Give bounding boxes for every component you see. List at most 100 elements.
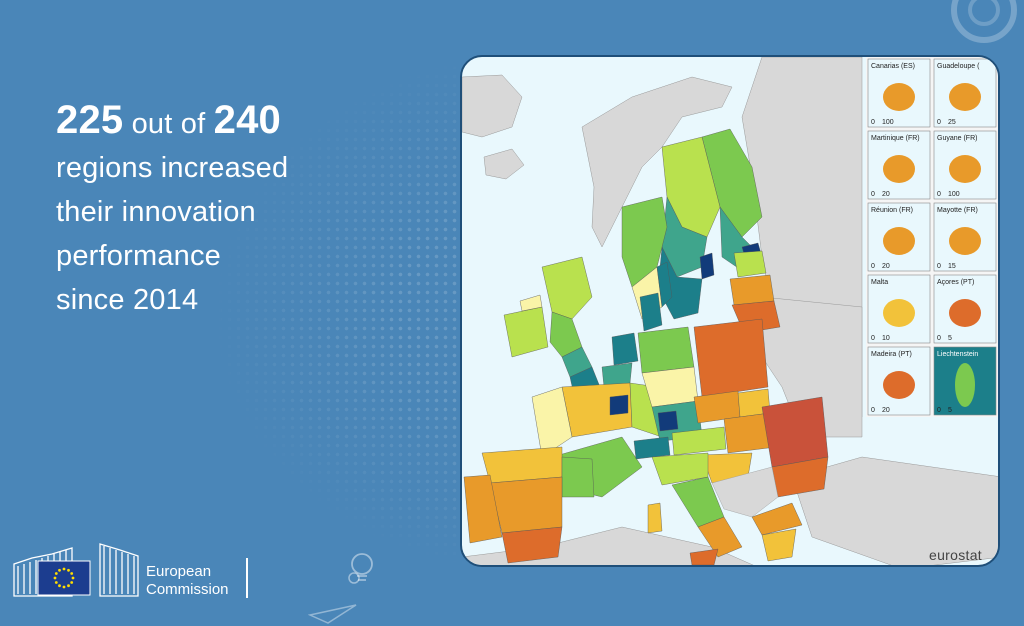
region-germany-north	[637, 326, 695, 374]
inset-scale-min: 0	[937, 335, 941, 342]
inset-martinique-fr: Martinique (FR) 0 20	[867, 130, 931, 200]
region-germany-central	[641, 366, 699, 408]
inset-guyane-fr: Guyane (FR) 0 100	[933, 130, 997, 200]
inset-scale-max: 5	[948, 407, 952, 414]
inset-liechtenstein: Liechtenstein 0 5	[933, 346, 997, 416]
regions-increased-count: 225	[56, 98, 124, 142]
inset-scale-min: 0	[871, 191, 875, 198]
region-poland	[693, 318, 769, 398]
inset-region-shape	[949, 83, 981, 111]
inset-label: Liechtenstein	[937, 351, 978, 358]
region-spain-central	[489, 476, 563, 534]
inset-scale-max: 15	[948, 263, 956, 270]
logo-divider	[246, 558, 248, 598]
inset-label: Malta	[871, 279, 888, 286]
european-commission-logo	[13, 543, 139, 597]
region-norway-oslo	[656, 261, 673, 308]
region-stockholm	[699, 252, 715, 280]
headline: 225 out of 240 regions increased their i…	[56, 98, 396, 322]
region-scotland	[541, 256, 593, 320]
inset-scale-max: 10	[882, 335, 890, 342]
region-romania	[761, 396, 829, 468]
inset-r-union-fr: Réunion (FR) 0 20	[867, 202, 931, 272]
region-latvia	[729, 274, 775, 306]
inset-scale-max: 100	[948, 191, 960, 198]
inset-scale-max: 100	[882, 119, 894, 126]
inset-region-shape	[949, 299, 981, 327]
europe-region-map: Canarias (ES) 0 100 Guadeloupe (0 25 Martiniq…	[460, 55, 1000, 567]
inset-scale-min: 0	[871, 119, 875, 126]
inset-label: Açores (PT)	[937, 279, 974, 286]
inset-label: Réunion (FR)	[871, 207, 913, 214]
inset-guadeloupe: Guadeloupe ( 0 25	[933, 58, 997, 128]
inset-region-shape	[883, 299, 915, 327]
region-sicily	[689, 548, 719, 565]
region-estonia	[733, 250, 767, 278]
region-austria	[671, 426, 727, 456]
turkey-land	[791, 456, 998, 565]
inset-label: Madeira (PT)	[871, 351, 912, 358]
greenland-iceland-land	[462, 74, 523, 138]
european-commission-wordmark: European Commission	[146, 563, 229, 599]
decorative-circles	[951, 0, 1017, 43]
inset-region-shape	[883, 371, 915, 399]
region-northern-ireland	[519, 294, 543, 312]
inset-scale-min: 0	[871, 407, 875, 414]
region-denmark	[639, 292, 663, 332]
region-france-west	[531, 386, 573, 458]
inset-scale-min: 0	[937, 119, 941, 126]
inset-label: Martinique (FR)	[871, 135, 920, 142]
region-spain-north	[481, 446, 563, 484]
headline-line-4: performance	[56, 240, 221, 272]
inset-region-shape	[949, 155, 981, 183]
inset-mayotte-fr: Mayotte (FR) 0 15	[933, 202, 997, 272]
inset-scale-max: 20	[882, 263, 890, 270]
inset-malta: Malta 0 10	[867, 274, 931, 344]
inset-scale-max: 5	[948, 335, 952, 342]
inset-region-shape	[949, 227, 981, 255]
iceland-land	[483, 148, 525, 180]
inset-a-ores-pt: Açores (PT) 0 5	[933, 274, 997, 344]
inset-region-shape	[883, 227, 915, 255]
headline-line-2: regions increased	[56, 152, 289, 184]
region-ireland	[503, 306, 549, 358]
eu-stars-icon	[53, 567, 75, 589]
region-netherlands	[611, 332, 639, 366]
headline-connector: out of	[123, 108, 214, 140]
region-portugal	[463, 474, 503, 544]
inset-scale-min: 0	[871, 263, 875, 270]
region-sardinia	[647, 502, 663, 534]
region-stuttgart	[657, 410, 679, 432]
inset-scale-min: 0	[937, 263, 941, 270]
inset-scale-min: 0	[871, 335, 875, 342]
region-spain-south	[501, 526, 563, 564]
headline-line-1: 225 out of 240	[56, 98, 396, 146]
inset-scale-max: 25	[948, 119, 956, 126]
region-spain-north-east	[561, 456, 595, 498]
region-greece-south	[761, 528, 797, 562]
headline-line-3: their innovation	[56, 196, 256, 228]
paper-plane-icon	[308, 604, 357, 624]
inset-canarias-es: Canarias (ES) 0 100	[867, 58, 931, 128]
eurostat-logo: eurostat	[929, 547, 982, 563]
ec-line-1: European	[146, 563, 212, 580]
inset-scale-max: 20	[882, 407, 890, 414]
region-greece-north	[751, 502, 803, 536]
inset-region-shape	[955, 363, 975, 407]
headline-line-5: since 2014	[56, 284, 199, 316]
region-switzerland	[633, 436, 671, 460]
ec-line-2: Commission	[146, 581, 229, 598]
lightbulb-gear-icon	[348, 553, 373, 584]
inset-region-shape	[883, 155, 915, 183]
inset-madeira-pt: Madeira (PT) 0 20	[867, 346, 931, 416]
inset-scale-min: 0	[937, 407, 941, 414]
inset-label: Guyane (FR)	[937, 135, 977, 142]
region-balkans-non-eu	[711, 466, 779, 518]
inset-label: Canarias (ES)	[871, 63, 915, 70]
region-italy-south	[697, 516, 743, 558]
inset-label: Guadeloupe (	[937, 63, 980, 70]
inset-label: Mayotte (FR)	[937, 207, 978, 214]
regions-total-count: 240	[213, 98, 281, 142]
